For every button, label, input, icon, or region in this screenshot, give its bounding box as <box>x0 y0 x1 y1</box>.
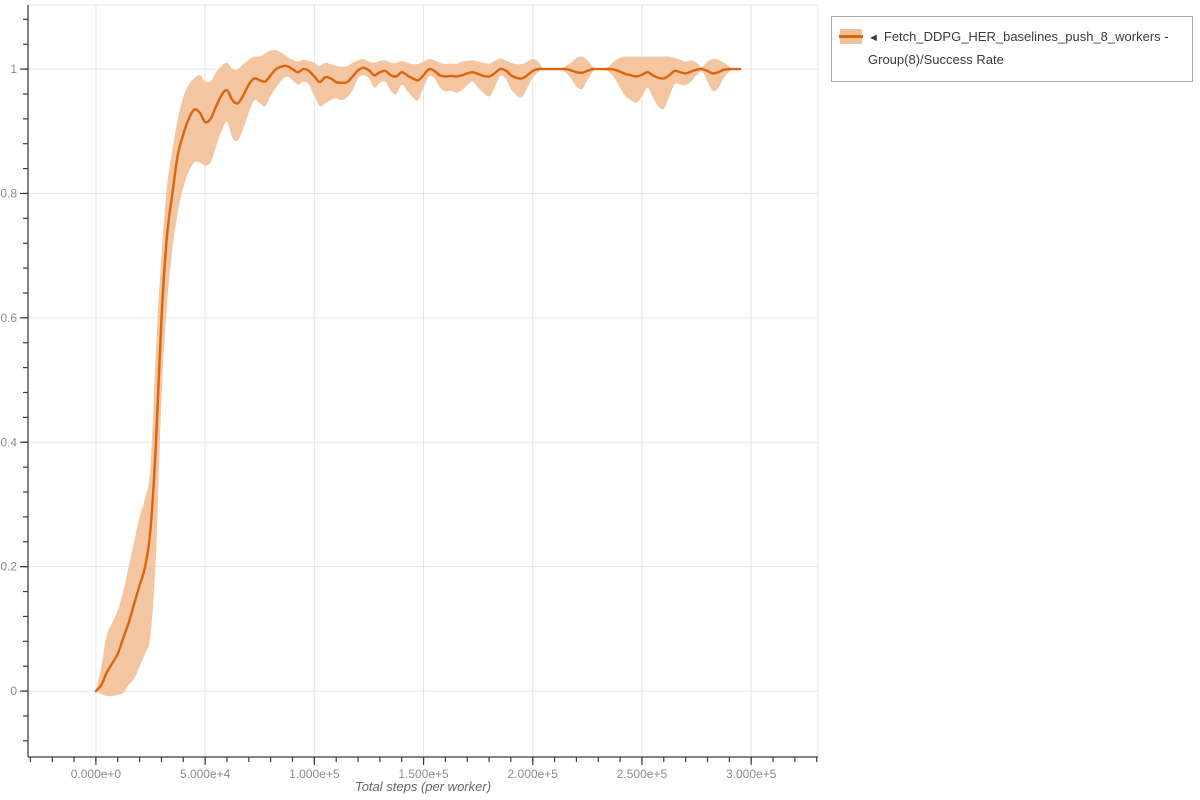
x-tick-label: 3.000e+5 <box>726 767 777 781</box>
collapse-triangle-icon[interactable]: ◄ <box>868 32 879 44</box>
legend: ◄ Fetch_DDPG_HER_baselines_push_8_workers… <box>831 16 1193 82</box>
legend-swatch-icon <box>839 29 863 44</box>
y-tick-label: 0.4 <box>0 435 17 449</box>
legend-swatch-line-icon <box>839 35 863 38</box>
series-line <box>94 64 742 693</box>
y-tick-label: 0 <box>10 684 17 698</box>
x-axis-title: Total steps (per worker) <box>354 779 492 794</box>
x-tick-label: 5.000e+4 <box>180 767 231 781</box>
legend-item[interactable]: ◄ Fetch_DDPG_HER_baselines_push_8_workers… <box>832 17 1192 81</box>
x-tick-label: 1.000e+5 <box>289 767 340 781</box>
x-tick-label: 0.000e+0 <box>71 767 122 781</box>
y-tick-label: 0.8 <box>0 186 17 200</box>
x-tick-label: 2.500e+5 <box>617 767 668 781</box>
x-tick-label: 2.000e+5 <box>508 767 559 781</box>
legend-text: ◄ Fetch_DDPG_HER_baselines_push_8_workers… <box>868 26 1182 70</box>
y-tick-label: 0.2 <box>0 560 17 574</box>
x-tick-label: 1.500e+5 <box>398 767 449 781</box>
legend-series-label: Fetch_DDPG_HER_baselines_push_8_workers … <box>868 29 1169 67</box>
y-tick-label: 0.6 <box>0 311 17 325</box>
y-tick-label: 1 <box>10 62 17 76</box>
